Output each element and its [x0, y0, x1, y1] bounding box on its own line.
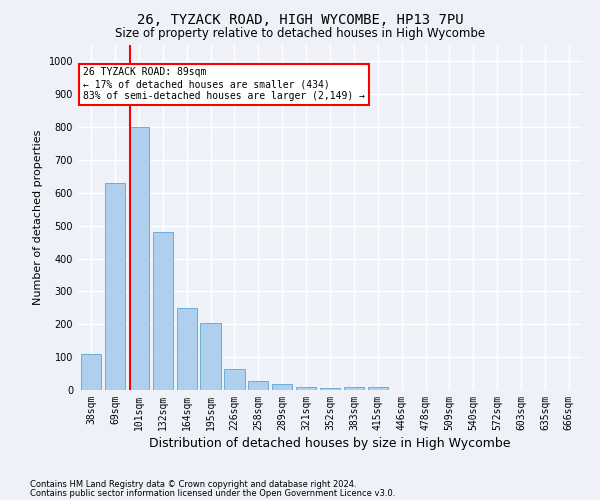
Text: 26, TYZACK ROAD, HIGH WYCOMBE, HP13 7PU: 26, TYZACK ROAD, HIGH WYCOMBE, HP13 7PU — [137, 12, 463, 26]
Bar — [176, 308, 197, 390]
Bar — [105, 183, 125, 390]
Bar — [296, 386, 316, 390]
X-axis label: Distribution of detached houses by size in High Wycombe: Distribution of detached houses by size … — [149, 437, 511, 450]
Text: 26 TYZACK ROAD: 89sqm
← 17% of detached houses are smaller (434)
83% of semi-det: 26 TYZACK ROAD: 89sqm ← 17% of detached … — [83, 68, 365, 100]
Text: Contains public sector information licensed under the Open Government Licence v3: Contains public sector information licen… — [30, 490, 395, 498]
Bar — [200, 322, 221, 390]
Bar — [224, 368, 245, 390]
Bar — [344, 386, 364, 390]
Bar — [320, 388, 340, 390]
Bar — [152, 232, 173, 390]
Bar — [248, 381, 268, 390]
Text: Contains HM Land Registry data © Crown copyright and database right 2024.: Contains HM Land Registry data © Crown c… — [30, 480, 356, 489]
Y-axis label: Number of detached properties: Number of detached properties — [33, 130, 43, 305]
Bar — [272, 384, 292, 390]
Bar — [81, 354, 101, 390]
Bar — [368, 388, 388, 390]
Bar — [129, 127, 149, 390]
Text: Size of property relative to detached houses in High Wycombe: Size of property relative to detached ho… — [115, 28, 485, 40]
